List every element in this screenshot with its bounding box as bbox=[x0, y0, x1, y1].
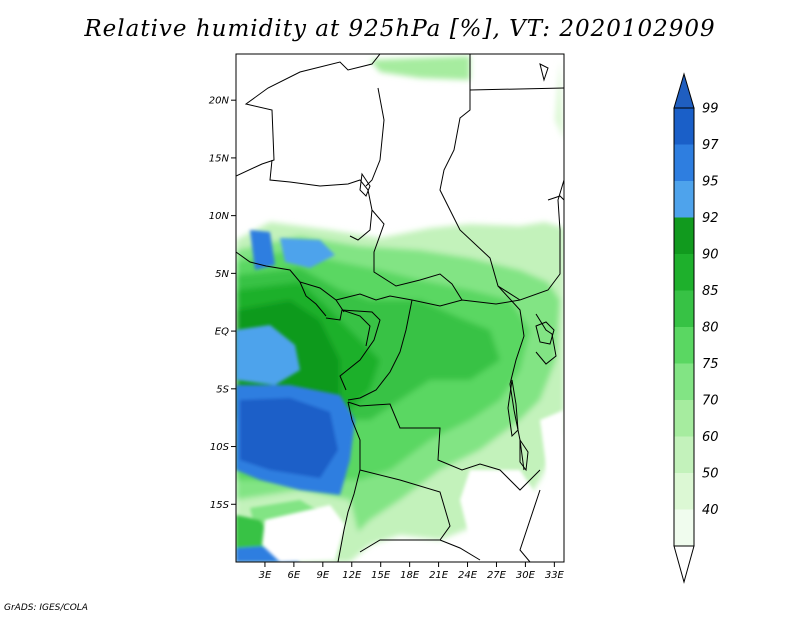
lat-tick-label: 20N bbox=[209, 96, 230, 107]
colorbar-level-label: 97 bbox=[702, 138, 719, 153]
lat-tick-label: 15N bbox=[209, 153, 230, 164]
map-title: Relative humidity at 925hPa [%], VT: 202… bbox=[84, 16, 716, 42]
colorbar-level-label: 95 bbox=[702, 175, 719, 190]
colorbar-outline bbox=[673, 107, 695, 547]
lakes bbox=[359, 63, 555, 472]
lat-tick-label: 15S bbox=[210, 500, 230, 511]
colorbar-segment bbox=[674, 363, 694, 400]
lat-tick-label: 5S bbox=[216, 384, 229, 395]
colorbar-segment bbox=[674, 144, 694, 181]
lon-tick-label: 12E bbox=[342, 570, 362, 581]
colorbar-segment bbox=[674, 327, 694, 364]
lon-tick-label: 6E bbox=[288, 570, 301, 581]
colorbar-level-label: 85 bbox=[702, 284, 719, 299]
lon-tick-label: 21E bbox=[429, 570, 449, 581]
lon-tick-label: 15E bbox=[371, 570, 391, 581]
colorbar-level-label: 90 bbox=[702, 248, 719, 263]
colorbar-level-label: 40 bbox=[702, 503, 719, 518]
longitude-axis: 3E 6E 9E 12E 15E 18E 21E 24E 27E 30E 33E bbox=[259, 562, 565, 581]
colorbar-segment bbox=[674, 290, 694, 327]
map-frame bbox=[235, 53, 565, 563]
colorbar-segment bbox=[674, 400, 694, 437]
colorbar-segment bbox=[674, 436, 694, 473]
colorbar-level-label: 99 bbox=[702, 102, 719, 117]
colorbar-segment bbox=[674, 108, 694, 145]
country-borders bbox=[236, 54, 564, 562]
lon-tick-label: 30E bbox=[516, 570, 536, 581]
lon-tick-label: 27E bbox=[487, 570, 507, 581]
lon-tick-label: 18E bbox=[400, 570, 420, 581]
latitude-axis: 20N 15N 10N 5N EQ 5S 10S 15S bbox=[209, 96, 236, 511]
colorbar-level-label: 60 bbox=[702, 430, 719, 445]
colorbar-segment bbox=[674, 473, 694, 510]
colorbar-segment bbox=[674, 509, 694, 546]
colorbar-segment bbox=[674, 254, 694, 291]
lat-tick-label: 10N bbox=[209, 211, 230, 222]
credit-text: GrADS: IGES/COLA bbox=[4, 603, 88, 613]
colorbar-top-arrow bbox=[673, 72, 695, 109]
lat-tick-label: EQ bbox=[215, 327, 229, 338]
colorbar: 99 97 95 92 90 85 80 75 70 60 50 40 bbox=[673, 72, 719, 584]
colorbar-level-label: 70 bbox=[702, 394, 719, 409]
colorbar-level-label: 50 bbox=[702, 467, 719, 482]
lon-tick-label: 3E bbox=[259, 570, 272, 581]
colorbar-segment bbox=[674, 181, 694, 218]
humidity-field bbox=[236, 54, 564, 562]
colorbar-level-label: 75 bbox=[702, 357, 719, 372]
colorbar-segment bbox=[674, 217, 694, 254]
lon-tick-label: 9E bbox=[316, 570, 329, 581]
lon-tick-label: 24E bbox=[458, 570, 478, 581]
colorbar-bottom-arrow bbox=[673, 545, 695, 584]
colorbar-level-label: 80 bbox=[702, 321, 719, 336]
colorbar-level-label: 92 bbox=[702, 211, 719, 226]
lat-tick-label: 5N bbox=[215, 269, 229, 280]
lon-tick-label: 33E bbox=[545, 570, 565, 581]
lat-tick-label: 10S bbox=[210, 442, 230, 453]
